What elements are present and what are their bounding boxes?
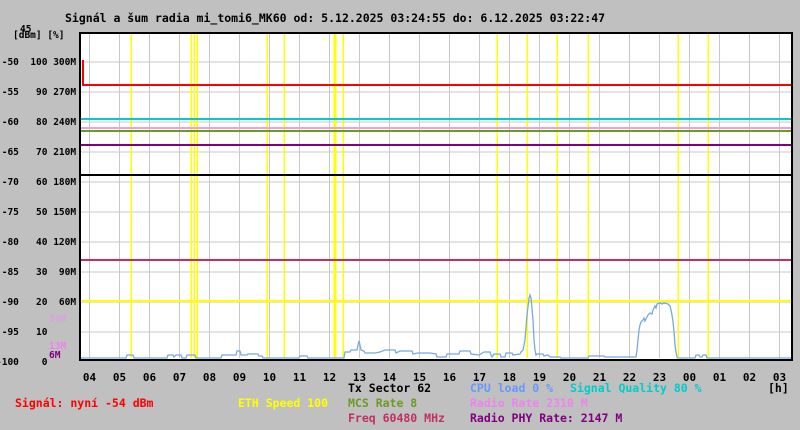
x-axis-hour-label: 10 [262,371,277,384]
y-axis-row: -100 0 [0,357,48,368]
y-axis-row: -75 50 150M [0,207,77,218]
x-axis-hour-label: 11 [292,371,307,384]
x-axis-hour-label: 13 [352,371,367,384]
rate-marker-label: 6M [49,350,61,361]
y-axis-row: -55 90 270M [0,87,77,98]
x-axis-hour-label: 00 [682,371,697,384]
rate-marker-label: 39M [49,314,67,325]
x-axis-hour-label: 16 [442,371,457,384]
x-axis-hour-label: 07 [172,371,187,384]
legend-eth-speed: ETH Speed 100 [238,396,329,410]
x-axis-hour-label: 17 [472,371,487,384]
x-axis-hour-label: 04 [82,371,97,384]
y-axis-row: -80 40 120M [0,237,77,248]
x-axis-hour-label: 22 [622,371,637,384]
x-axis-hour-label: 02 [742,371,757,384]
y-axis-row: -95 10 [0,327,48,338]
x-axis-unit-label: [h] [768,381,789,395]
legend-mcs-rate: MCS Rate 8 [348,396,418,410]
x-axis-hour-label: 05 [112,371,127,384]
x-axis-hour-label: 08 [202,371,217,384]
x-axis-hour-label: 18 [502,371,517,384]
y-axis-row: -60 80 240M [0,117,77,128]
legend-freq: Freq 60480 MHz [348,411,445,425]
y-axis-row: -70 60 180M [0,177,77,188]
x-axis-hour-label: 14 [382,371,397,384]
x-axis-hour-label: 19 [532,371,547,384]
x-axis-hour-label: 09 [232,371,247,384]
x-axis-hour-label: 01 [712,371,727,384]
legend-cpu-load: CPU load 0 % [470,381,554,395]
rate-marker-label: 13M [49,341,67,352]
y-axis-row: -50 100 300M [0,57,77,68]
x-axis-hour-label: 21 [592,371,607,384]
plot-background [79,32,793,361]
y-axis-row: -85 30 90M [0,267,77,278]
x-axis-hour-label: 06 [142,371,157,384]
legend-tx-sector: Tx Sector 62 [348,381,432,395]
y-axis-top-label: 45 [20,24,32,35]
series-curve-traffic [81,292,791,359]
x-axis-hour-label: 12 [322,371,337,384]
plot-frame [78,31,794,362]
x-axis-hour-label: 15 [412,371,427,384]
y-axis-row: -65 70 210M [0,147,77,158]
legend-signal-now: Signál: nyní -54 dBm [15,396,154,410]
legend-signal-quality: Signal Quality 80 % [570,381,702,395]
y-axis-row: -90 20 60M [0,297,77,308]
legend-radio-rate: Radio Rate 2310 M [470,396,588,410]
x-axis-hour-label: 03 [772,371,787,384]
x-axis-hour-label: 20 [562,371,577,384]
series-line-signal [82,60,791,86]
chart-title: Signál a šum radia mi_tomi6_MK60 od: 5.1… [65,11,606,25]
x-axis-hour-label: 23 [652,371,667,384]
legend-radio-phy-rate: Radio PHY Rate: 2147 M [470,411,623,425]
y-axis-unit-label: [dBm] [%] [13,30,65,41]
